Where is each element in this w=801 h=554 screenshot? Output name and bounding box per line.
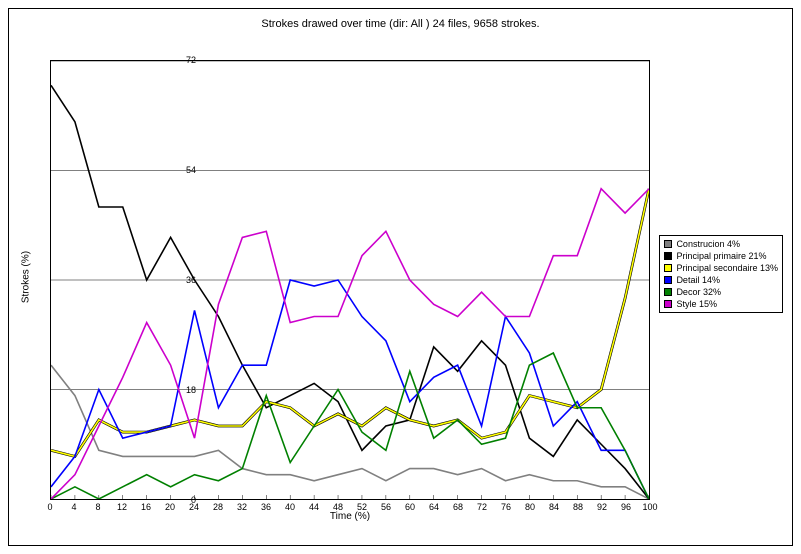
legend-label: Construcion 4% [676,238,740,250]
x-tick-label: 0 [47,502,52,512]
legend-label: Detail 14% [676,274,720,286]
legend-swatch [664,252,672,260]
legend-swatch [664,240,672,248]
x-tick-label: 84 [549,502,559,512]
plot-area [50,60,650,500]
y-tick-label: 72 [166,55,196,65]
legend-label: Decor 32% [676,286,721,298]
x-tick-label: 96 [621,502,631,512]
x-tick-label: 100 [642,502,657,512]
legend-item: Detail 14% [664,274,778,286]
x-tick-label: 36 [261,502,271,512]
legend-item: Style 15% [664,298,778,310]
x-tick-label: 92 [597,502,607,512]
x-tick-label: 68 [453,502,463,512]
y-tick-label: 36 [166,275,196,285]
y-tick-label: 54 [166,165,196,175]
x-tick-label: 40 [285,502,295,512]
x-tick-label: 48 [333,502,343,512]
chart-legend: Construcion 4%Principal primaire 21%Prin… [659,235,783,313]
chart-title: Strokes drawed over time (dir: All ) 24 … [0,18,801,30]
legend-label: Principal primaire 21% [676,250,766,262]
y-tick-label: 0 [166,495,196,505]
x-tick-label: 28 [213,502,223,512]
legend-swatch [664,300,672,308]
x-tick-label: 32 [237,502,247,512]
x-tick-label: 8 [95,502,100,512]
x-tick-label: 16 [141,502,151,512]
x-tick-label: 52 [357,502,367,512]
x-tick-label: 88 [573,502,583,512]
legend-label: Principal secondaire 13% [676,262,778,274]
legend-item: Principal primaire 21% [664,250,778,262]
legend-item: Principal secondaire 13% [664,262,778,274]
x-tick-label: 80 [525,502,535,512]
legend-item: Construcion 4% [664,238,778,250]
legend-label: Style 15% [676,298,717,310]
x-tick-label: 12 [117,502,127,512]
x-tick-label: 44 [309,502,319,512]
legend-item: Decor 32% [664,286,778,298]
x-tick-label: 56 [381,502,391,512]
y-axis-label: Strokes (%) [21,251,32,303]
x-tick-label: 72 [477,502,487,512]
x-tick-label: 76 [501,502,511,512]
legend-swatch [664,264,672,272]
x-axis-label: Time (%) [50,511,650,522]
legend-swatch [664,276,672,284]
x-tick-label: 60 [405,502,415,512]
x-tick-label: 64 [429,502,439,512]
chart-lines-svg [51,61,649,499]
legend-swatch [664,288,672,296]
y-tick-label: 18 [166,385,196,395]
x-tick-label: 4 [71,502,76,512]
